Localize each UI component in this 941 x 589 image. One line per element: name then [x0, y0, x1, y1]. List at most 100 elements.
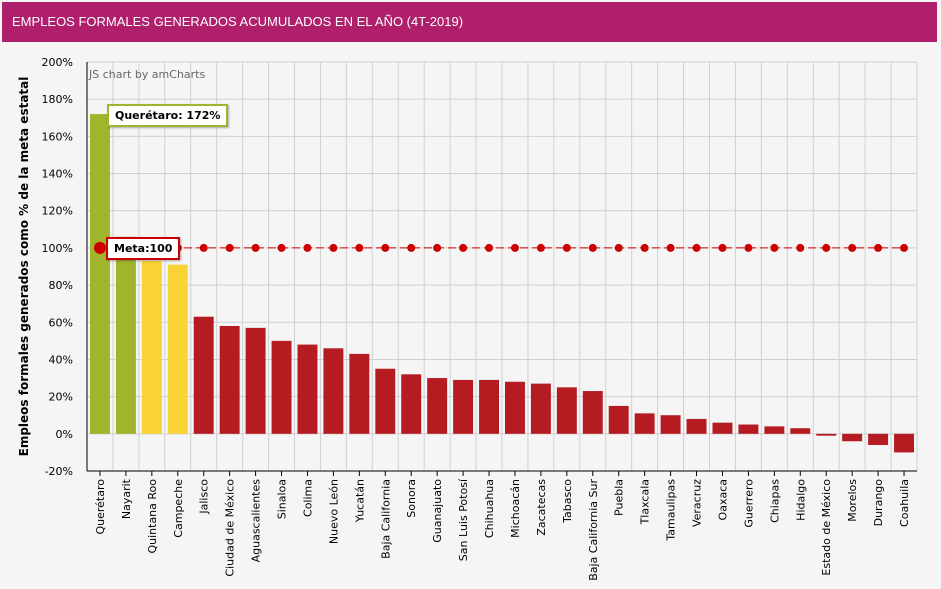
x-tick-label: Guanajuato	[431, 479, 444, 543]
bar-durango	[868, 433, 889, 445]
bar-zacatecas	[530, 383, 551, 434]
x-tick-label: Hidalgo	[794, 479, 807, 521]
x-tick-label: Coahuila	[898, 479, 911, 527]
x-tick-label: Zacatecas	[535, 479, 548, 536]
meta-point	[510, 243, 519, 252]
bar-estado-de-méxico	[816, 433, 837, 436]
y-tick-label: 180%	[42, 93, 73, 106]
x-tick-label: Oaxaca	[716, 479, 729, 520]
bar-coahuila	[894, 433, 914, 453]
bar-puebla	[608, 405, 629, 434]
meta-point	[407, 243, 416, 252]
meta-point	[822, 243, 831, 252]
bar-sonora	[401, 374, 422, 434]
meta-point	[900, 243, 909, 252]
x-tick-label: Puebla	[613, 479, 626, 516]
tooltip-top: Querétaro: 172%	[107, 104, 229, 127]
bar-baja-california	[375, 368, 396, 434]
meta-point	[640, 243, 649, 252]
bar-aguascalientes	[245, 327, 266, 434]
x-tick-label: Estado de México	[820, 479, 833, 576]
chart-header: EMPLEOS FORMALES GENERADOS ACUMULADOS EN…	[2, 2, 937, 42]
meta-point	[874, 243, 883, 252]
bar-michoacán	[505, 381, 525, 434]
meta-point	[251, 243, 260, 252]
x-tick-label: Yucatán	[353, 479, 366, 523]
bar-sinaloa	[271, 340, 292, 434]
meta-point	[562, 243, 571, 252]
meta-point	[848, 243, 857, 252]
meta-point	[485, 243, 494, 252]
meta-point	[329, 243, 338, 252]
x-tick-label: Baja California Sur	[587, 479, 600, 581]
bar-querétaro	[90, 114, 110, 434]
bar-colima	[297, 344, 318, 434]
bar-oaxaca	[712, 422, 733, 434]
x-tick-label: Colima	[301, 479, 314, 517]
meta-point	[381, 243, 390, 252]
bar-san-luis-potosí	[453, 379, 474, 434]
x-tick-label: Nuevo León	[327, 479, 340, 544]
x-tick-label: Sinaloa	[276, 479, 289, 519]
x-tick-label: Jalisco	[198, 479, 211, 515]
x-tick-label: Aguascalientes	[250, 479, 263, 563]
bar-ciudad-de-méxico	[219, 325, 240, 434]
x-tick-label: San Luis Potosí	[457, 478, 470, 561]
bar-tamaulipas	[660, 415, 681, 434]
amcharts-credit[interactable]: JS chart by amCharts	[89, 68, 206, 81]
x-tick-label: Campeche	[172, 479, 185, 538]
y-tick-label: -20%	[45, 465, 73, 478]
meta-point	[718, 243, 727, 252]
y-axis-title: Empleos formales generados como % de la …	[17, 77, 31, 457]
x-tick-label: Chihuahua	[483, 479, 496, 538]
bar-tabasco	[556, 387, 577, 434]
meta-point	[355, 243, 364, 252]
y-tick-label: 40%	[49, 353, 73, 366]
meta-point	[536, 243, 545, 252]
bar-veracruz	[686, 418, 707, 434]
bar-morelos	[842, 433, 863, 442]
x-tick-label: Ciudad de México	[224, 479, 237, 577]
meta-point	[303, 243, 312, 252]
meta-point	[666, 243, 675, 252]
bar-jalisco	[193, 316, 214, 434]
y-tick-label: 140%	[42, 168, 73, 181]
meta-point	[93, 241, 106, 254]
y-tick-label: 200%	[42, 56, 73, 69]
meta-point	[588, 243, 597, 252]
meta-point	[459, 243, 468, 252]
y-tick-label: 120%	[42, 205, 73, 218]
bar-quintana-roo	[141, 260, 162, 434]
bar-baja-california-sur	[582, 391, 603, 434]
y-tick-label: 20%	[49, 391, 73, 404]
bar-tlaxcala	[634, 413, 655, 434]
x-tick-label: Sonora	[405, 479, 418, 518]
meta-point	[744, 243, 753, 252]
x-tick-label: Tabasco	[561, 479, 574, 524]
meta-point	[199, 243, 208, 252]
bar-chiapas	[764, 426, 785, 434]
y-tick-label: 100%	[42, 242, 73, 255]
y-tick-label: 0%	[56, 428, 73, 441]
x-tick-label: Guerrero	[742, 479, 755, 528]
meta-point	[433, 243, 442, 252]
bar-nayarit	[115, 236, 136, 434]
tooltip-meta: Meta:100	[106, 237, 181, 260]
x-tick-label: Tamaulipas	[665, 479, 678, 542]
meta-point	[770, 243, 779, 252]
bar-guanajuato	[427, 378, 448, 434]
bar-nuevo-león	[323, 348, 344, 434]
meta-point	[692, 243, 701, 252]
bar-yucatán	[349, 353, 370, 434]
x-tick-label: Veracruz	[691, 479, 704, 527]
meta-point	[614, 243, 623, 252]
bar-hidalgo	[790, 428, 811, 434]
bar-chihuahua	[479, 379, 499, 434]
x-tick-label: Quintana Roo	[146, 479, 159, 554]
x-tick-label: Baja California	[379, 479, 392, 559]
meta-point	[796, 243, 805, 252]
y-tick-label: 160%	[42, 130, 73, 143]
x-tick-label: Michoacán	[509, 479, 522, 538]
x-tick-label: Tlaxcala	[639, 479, 652, 525]
